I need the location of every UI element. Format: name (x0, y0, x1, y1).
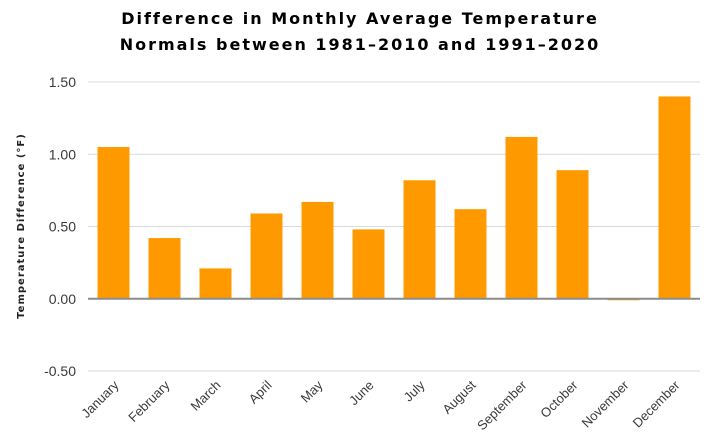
x-tick-label: February (125, 377, 173, 425)
bar-january (97, 147, 130, 299)
y-axis-tick-labels: -0.50 0.00 0.50 1.00 1.50 (44, 74, 76, 379)
bar-may (301, 201, 334, 299)
bar-june (352, 229, 385, 299)
x-tick-label: March (187, 378, 223, 414)
x-tick-label: October (537, 377, 581, 421)
x-tick-label: August (439, 377, 478, 416)
bar-april (250, 213, 283, 299)
bars (97, 96, 691, 301)
y-tick-label: 0.50 (49, 219, 76, 235)
chart-title-line-2: Normals between 1981–2010 and 1991–2020 (120, 35, 601, 54)
y-axis-label: Temperature Difference (°F) (16, 133, 27, 319)
x-tick-label: May (298, 377, 326, 405)
x-tick-label: June (346, 378, 377, 409)
bar-july (403, 180, 436, 299)
bar-february (148, 238, 181, 299)
bar-march (199, 268, 232, 299)
x-axis-tick-labels: January February March April May June July Augu… (78, 377, 683, 433)
x-tick-label: November (579, 377, 632, 430)
x-tick-label: July (401, 377, 428, 404)
bar-october (556, 170, 589, 299)
y-tick-label: -0.50 (44, 363, 76, 379)
x-tick-label: September (474, 377, 530, 433)
y-tick-label: 1.00 (49, 146, 76, 162)
bar-september (505, 136, 538, 299)
x-tick-label: April (246, 377, 275, 406)
x-tick-label: January (78, 377, 122, 421)
chart-title-line-1: Difference in Monthly Average Temperatur… (121, 9, 599, 28)
gridlines (88, 81, 700, 372)
y-tick-label: 1.50 (49, 74, 76, 90)
x-tick-label: December (630, 377, 683, 430)
bar-december (658, 96, 691, 299)
bar-august (454, 209, 487, 299)
y-tick-label: 0.00 (49, 291, 76, 307)
